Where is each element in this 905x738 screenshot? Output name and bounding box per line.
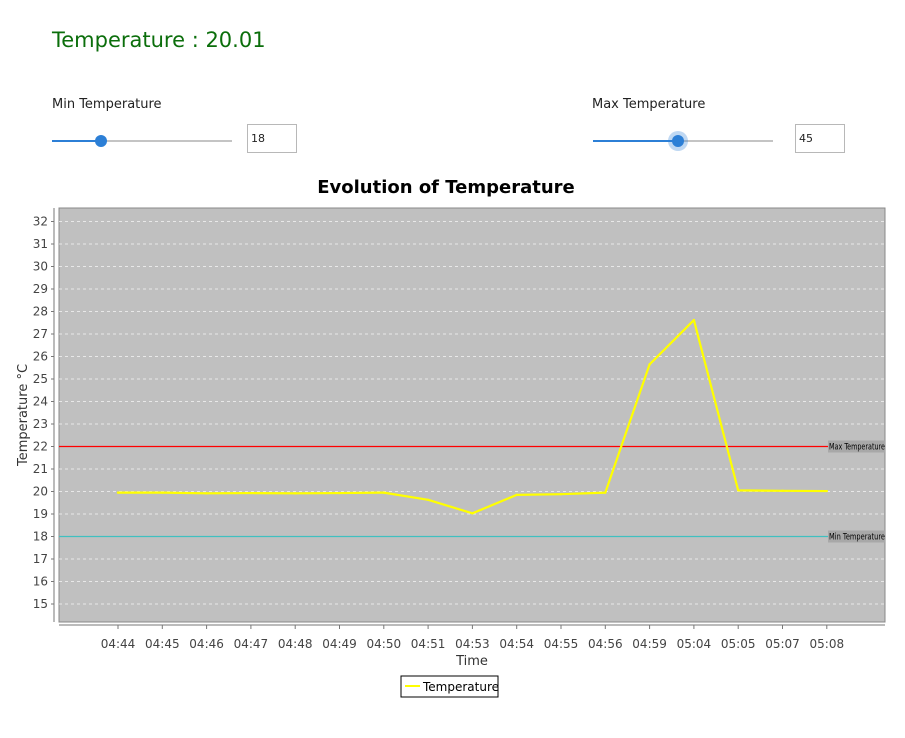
x-tick-label: 04:56 — [588, 637, 623, 651]
data-point — [382, 491, 385, 494]
y-tick-label: 18 — [33, 530, 48, 544]
max-temperature-field[interactable] — [795, 124, 845, 153]
y-tick-label: 15 — [33, 597, 48, 611]
x-tick-label: 04:44 — [101, 637, 136, 651]
x-tick-label: 04:48 — [278, 637, 313, 651]
y-tick-label: 16 — [33, 575, 48, 589]
data-point — [825, 489, 828, 493]
y-tick-label: 22 — [33, 440, 48, 454]
y-tick-label: 32 — [33, 215, 48, 229]
data-point — [338, 491, 341, 495]
slider-fill — [593, 140, 678, 142]
data-point — [692, 318, 696, 322]
y-tick-label: 24 — [33, 395, 48, 409]
data-point — [648, 363, 651, 366]
slider-track — [52, 140, 232, 142]
x-tick-label: 04:45 — [145, 637, 180, 651]
x-tick-label: 04:49 — [322, 637, 357, 651]
x-tick-label: 04:59 — [632, 637, 667, 651]
y-axis-label: Temperature °C — [16, 364, 31, 467]
temperature-chart: Evolution of Temperature 15 16 17 18 19 20 21 2… — [16, 177, 886, 698]
data-point — [426, 498, 430, 502]
y-tick-label: 27 — [33, 327, 48, 341]
data-point — [559, 493, 563, 496]
data-point — [471, 512, 474, 515]
marker-label-bg — [828, 440, 885, 453]
y-tick-label: 25 — [33, 372, 48, 386]
x-tick-label: 04:55 — [544, 637, 579, 651]
data-point — [737, 489, 740, 492]
x-tick-label: 05:04 — [677, 637, 712, 651]
legend-box — [400, 675, 499, 698]
data-point — [249, 491, 253, 495]
y-tick-label: 26 — [33, 350, 48, 364]
data-point — [205, 492, 208, 495]
x-axis-label: Time — [455, 654, 488, 669]
x-tick-label: 04:53 — [455, 637, 490, 651]
y-tick-label: 17 — [33, 552, 48, 566]
y-tick-label: 20 — [33, 485, 48, 499]
y-tick-label: 29 — [33, 282, 48, 296]
slider-thumb[interactable] — [671, 135, 684, 147]
x-tick-label: 05:08 — [810, 637, 845, 651]
data-point — [116, 491, 120, 494]
marker-label: Max Temperature — [829, 443, 885, 453]
min-temperature-slider[interactable] — [52, 131, 232, 151]
x-tick-label: 05:05 — [721, 637, 756, 651]
min-temperature-label: Min Temperature — [52, 97, 162, 112]
data-point — [604, 491, 607, 494]
x-tick-label: 04:51 — [411, 637, 446, 651]
current-temperature-title: Temperature : 20.01 — [52, 28, 266, 52]
marker-label-bg — [828, 530, 885, 543]
x-tick-label: 05:07 — [765, 637, 800, 651]
data-point — [781, 489, 784, 493]
marker-label: Min Temperature — [829, 533, 885, 543]
data-point — [515, 493, 518, 497]
plot-area — [58, 207, 886, 623]
legend: Temperature — [400, 675, 499, 698]
data-point — [294, 492, 297, 495]
max-temperature-label: Max Temperature — [592, 97, 706, 112]
slider-fill — [52, 140, 101, 142]
chart-title: Evolution of Temperature — [317, 177, 575, 198]
data-point — [161, 491, 164, 494]
max-temperature-slider[interactable] — [593, 131, 773, 151]
legend-label: Temperature — [422, 680, 499, 694]
x-tick-label: 04:47 — [234, 637, 269, 651]
y-tick-label: 30 — [33, 260, 48, 274]
x-tick-label: 04:50 — [367, 637, 402, 651]
x-tick-label: 04:46 — [189, 637, 224, 651]
y-tick-label: 23 — [33, 417, 48, 431]
y-tick-label: 21 — [33, 462, 48, 476]
y-tick-label: 28 — [33, 305, 48, 319]
x-tick-label: 04:54 — [499, 637, 534, 651]
min-temperature-field[interactable] — [247, 124, 297, 153]
y-tick-label: 31 — [33, 237, 48, 251]
slider-thumb[interactable] — [94, 135, 107, 147]
y-tick-label: 19 — [33, 507, 48, 521]
